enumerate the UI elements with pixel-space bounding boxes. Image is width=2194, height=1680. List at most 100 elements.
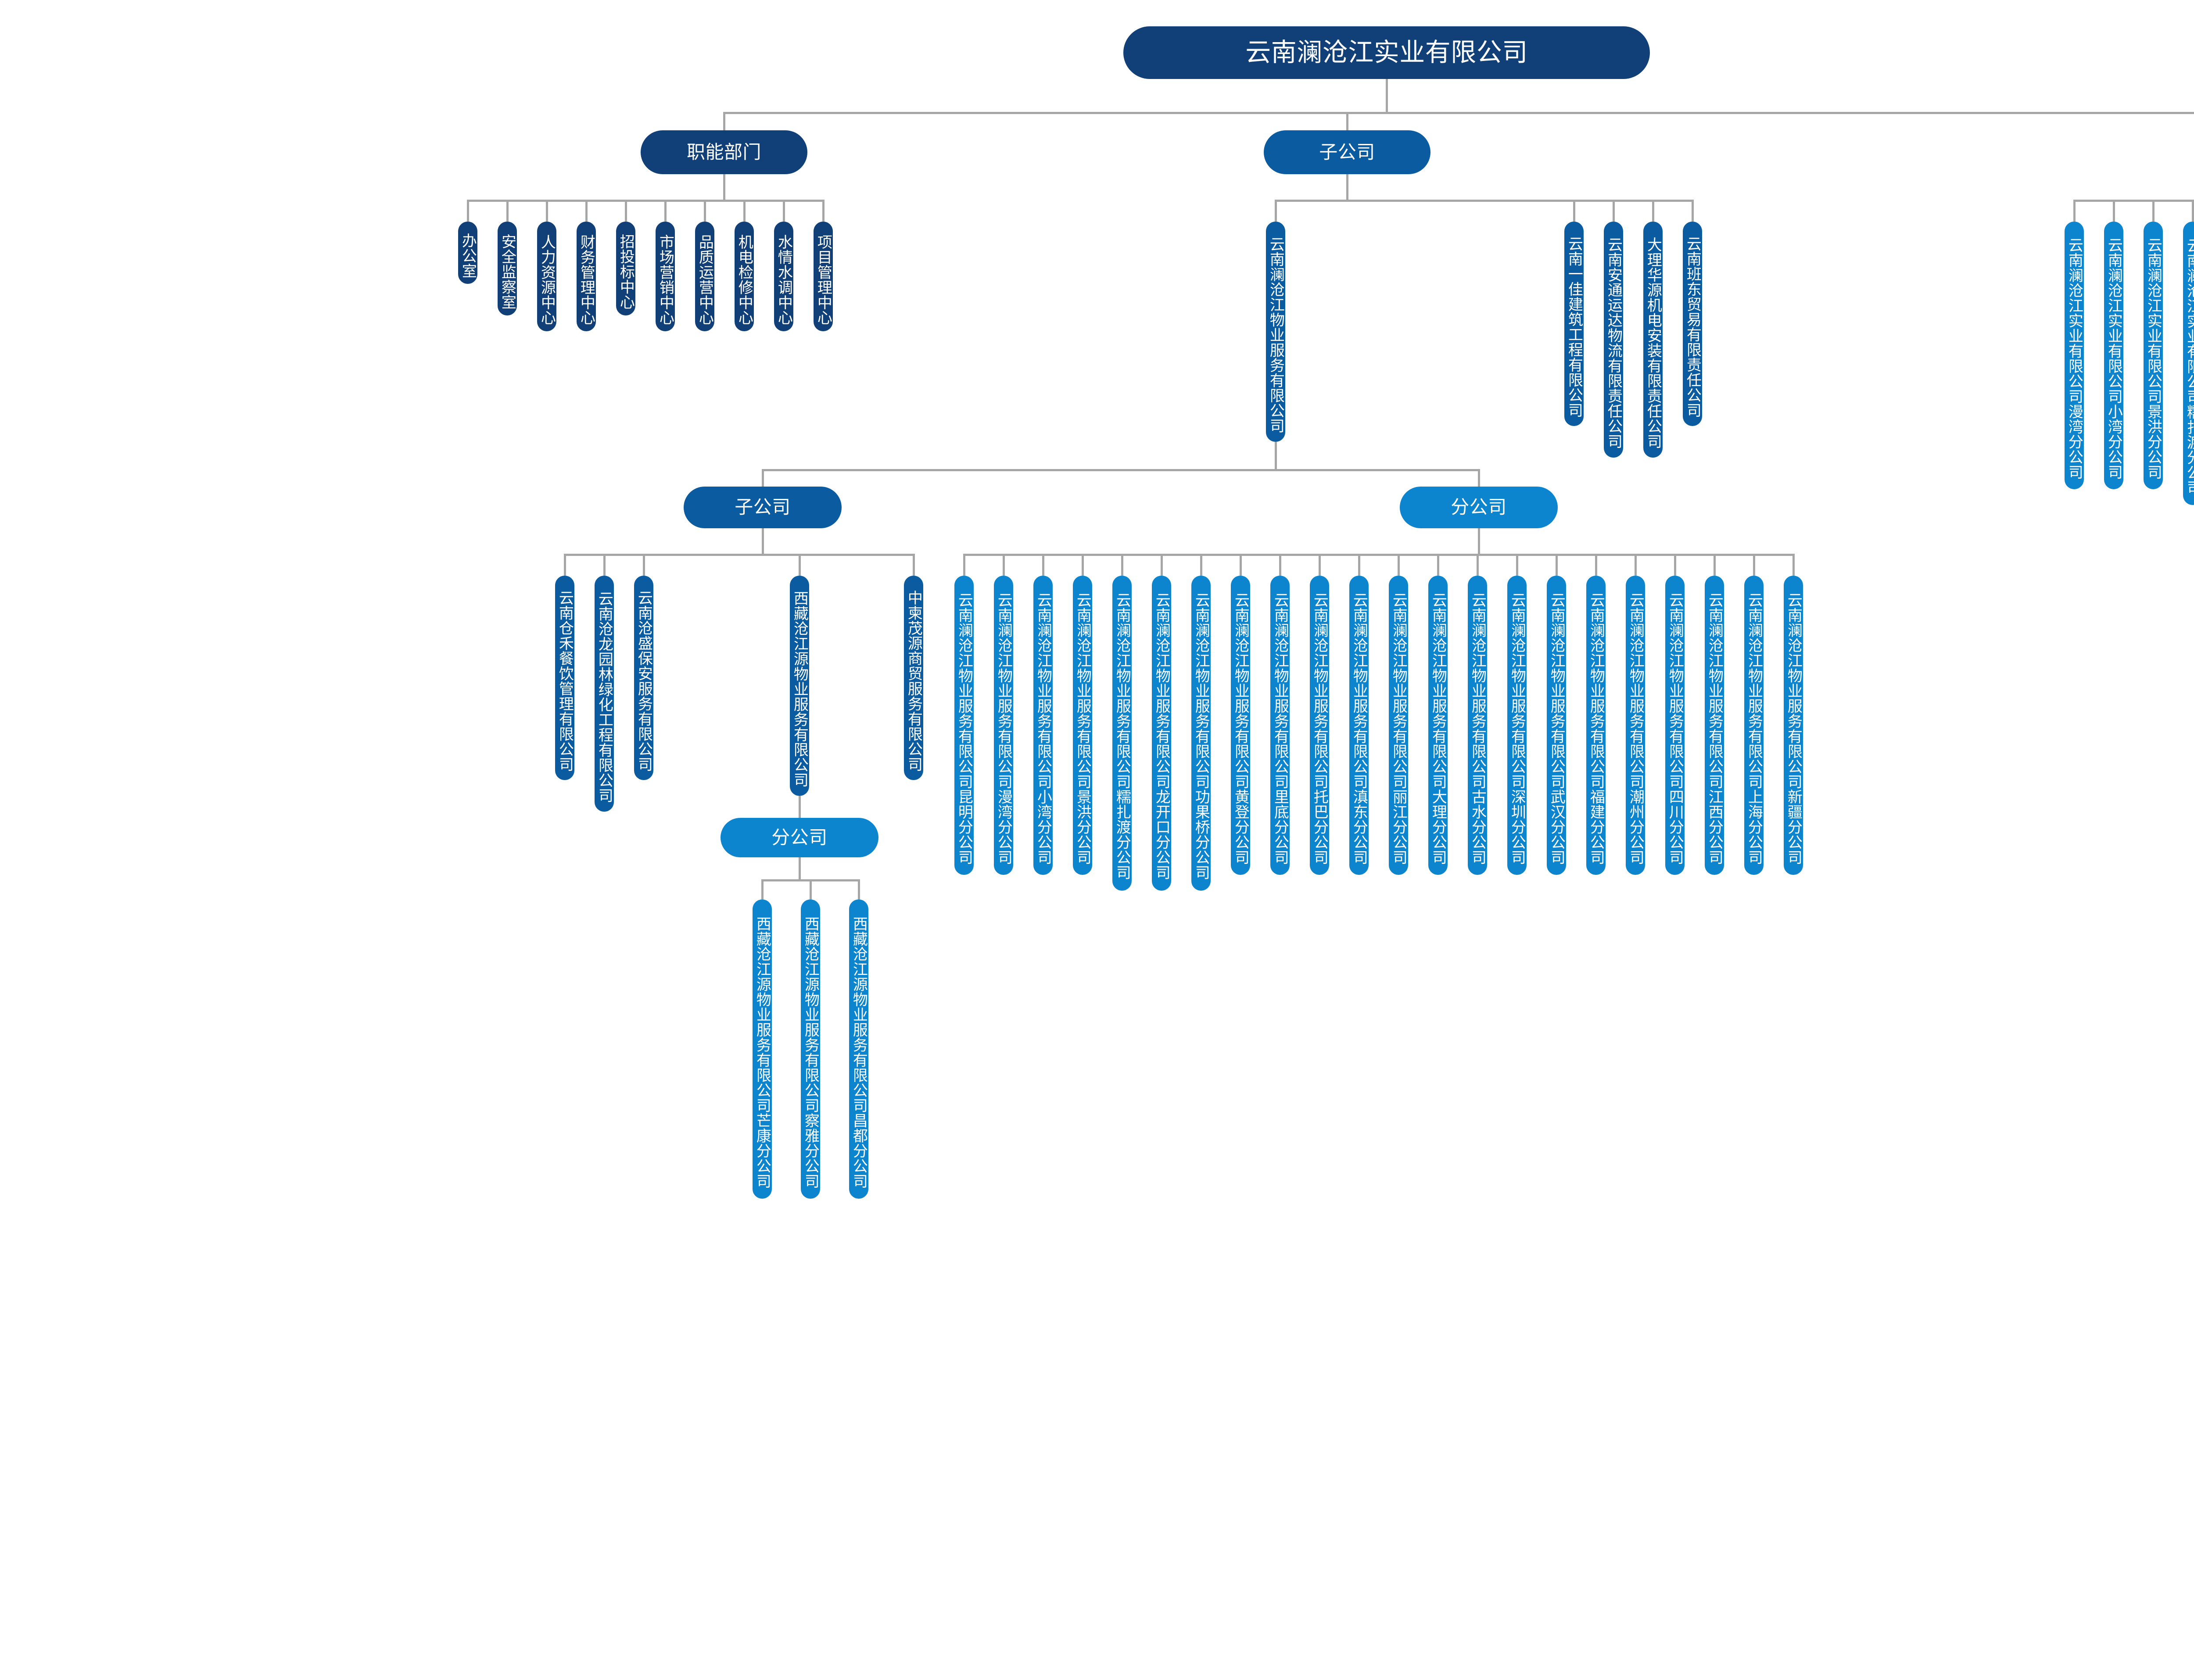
category-tibet-branch[interactable]: 分公司 <box>721 818 878 857</box>
connector-line <box>2073 200 2076 222</box>
node-label: 市场营销中心 <box>657 234 674 325</box>
connector-line <box>799 796 801 818</box>
property-branch-node-3[interactable]: 云南澜沧江物业服务有限公司景洪分公司 <box>1073 576 1092 875</box>
node-label: 云南澜沧江物业服务有限公司古水分公司 <box>1469 592 1486 865</box>
connector-line <box>810 879 812 899</box>
node-label: 中柬茂源商贸服务有限公司 <box>905 590 922 772</box>
node-label: 子公司 <box>735 497 791 518</box>
category-subsidiary[interactable]: 子公司 <box>1264 130 1430 174</box>
property-branch-node-16[interactable]: 云南澜沧江物业服务有限公司福建分公司 <box>1586 576 1606 875</box>
property-branch-node-13[interactable]: 云南澜沧江物业服务有限公司古水分公司 <box>1468 576 1487 875</box>
property-branch-node-2[interactable]: 云南澜沧江物业服务有限公司小湾分公司 <box>1033 576 1053 875</box>
functional-department-node-2[interactable]: 人力资源中心 <box>537 222 556 331</box>
root-node[interactable]: 云南澜沧江实业有限公司 <box>1123 26 1650 79</box>
subsidiary-node-3[interactable]: 大理华源机电安装有限责任公司 <box>1643 222 1663 458</box>
tibet-branch-node-0[interactable]: 西藏沧江源物业服务有限公司芒康分公司 <box>753 899 772 1199</box>
property-branch-node-9[interactable]: 云南澜沧江物业服务有限公司托巴分公司 <box>1310 576 1329 875</box>
property-branch-node-14[interactable]: 云南澜沧江物业服务有限公司深圳分公司 <box>1507 576 1527 875</box>
property-branch-node-21[interactable]: 云南澜沧江物业服务有限公司新疆分公司 <box>1784 576 1803 875</box>
property-branch-node-0[interactable]: 云南澜沧江物业服务有限公司昆明分公司 <box>954 576 974 875</box>
connector-line <box>761 879 764 899</box>
category-sub-subsidiary[interactable]: 子公司 <box>684 487 842 528</box>
category-functional[interactable]: 职能部门 <box>641 130 807 174</box>
connector-line <box>1200 554 1202 576</box>
node-label: 办公室 <box>459 233 477 279</box>
property-branch-node-10[interactable]: 云南澜沧江物业服务有限公司滇东分公司 <box>1349 576 1369 875</box>
connector-line <box>467 200 469 222</box>
property-branch-node-5[interactable]: 云南澜沧江物业服务有限公司龙开口分公司 <box>1152 576 1171 891</box>
property-subsidiary-node-1[interactable]: 云南沧龙园林绿化工程有限公司 <box>595 576 614 812</box>
branch-node-1[interactable]: 云南澜沧江实业有限公司小湾分公司 <box>2104 222 2123 489</box>
node-label: 云南澜沧江物业服务有限公司龙开口分公司 <box>1153 592 1170 880</box>
property-branch-node-20[interactable]: 云南澜沧江物业服务有限公司上海分公司 <box>1744 576 1764 875</box>
connector-line <box>585 200 588 222</box>
connector-line <box>1346 112 1348 130</box>
node-label: 云南澜沧江物业服务有限公司糯扎渡分公司 <box>1114 592 1131 880</box>
connector-line <box>858 879 860 899</box>
category-sub-branch[interactable]: 分公司 <box>1400 487 1558 528</box>
node-label: 云南澜沧江物业服务有限公司托巴分公司 <box>1311 592 1328 865</box>
tibet-branch-node-1[interactable]: 西藏沧江源物业服务有限公司察雅分公司 <box>801 899 820 1199</box>
functional-department-node-1[interactable]: 安全监察室 <box>498 222 517 315</box>
functional-department-node-6[interactable]: 品质运营中心 <box>695 222 714 331</box>
property-branch-node-19[interactable]: 云南澜沧江物业服务有限公司江西分公司 <box>1705 576 1724 875</box>
node-label: 人力资源中心 <box>538 234 556 325</box>
functional-department-node-8[interactable]: 水情水调中心 <box>774 222 793 331</box>
node-label: 云南一佳建筑工程有限公司 <box>1566 236 1583 418</box>
property-branch-node-17[interactable]: 云南澜沧江物业服务有限公司潮州分公司 <box>1626 576 1645 875</box>
property-subsidiary-node-2[interactable]: 云南沧盛保安服务有限公司 <box>634 576 653 780</box>
connector-line <box>963 554 1795 556</box>
subsidiary-node-2[interactable]: 云南安通运达物流有限责任公司 <box>1604 222 1623 458</box>
connector-line <box>564 554 566 576</box>
subsidiary-node-0[interactable]: 云南澜沧江物业服务有限公司 <box>1266 222 1285 442</box>
node-label: 云南澜沧江物业服务有限公司新疆分公司 <box>1785 592 1802 865</box>
connector-line <box>1714 554 1716 576</box>
branch-node-3[interactable]: 云南澜沧江实业有限公司糯扎渡分公司 <box>2183 222 2194 505</box>
property-subsidiary-node-3[interactable]: 西藏沧江源物业服务有限公司 <box>790 576 809 796</box>
subsidiary-node-1[interactable]: 云南一佳建筑工程有限公司 <box>1564 222 1584 426</box>
connector-line <box>1635 554 1637 576</box>
node-label: 云南澜沧江物业服务有限公司滇东分公司 <box>1351 592 1368 865</box>
property-branch-node-4[interactable]: 云南澜沧江物业服务有限公司糯扎渡分公司 <box>1112 576 1132 891</box>
connector-line <box>723 112 725 130</box>
property-branch-node-6[interactable]: 云南澜沧江物业服务有限公司功果桥分公司 <box>1191 576 1211 891</box>
connector-line <box>1516 554 1518 576</box>
property-branch-node-12[interactable]: 云南澜沧江物业服务有限公司大理分公司 <box>1428 576 1448 875</box>
connector-line <box>1478 528 1480 554</box>
node-label: 云南澜沧江物业服务有限公司福建分公司 <box>1588 592 1605 865</box>
functional-department-node-5[interactable]: 市场营销中心 <box>656 222 675 331</box>
node-label: 云南澜沧江物业服务有限公司江西分公司 <box>1706 592 1723 865</box>
node-label: 子公司 <box>1319 141 1375 162</box>
connector-line <box>1161 554 1163 576</box>
property-branch-node-7[interactable]: 云南澜沧江物业服务有限公司黄登分公司 <box>1231 576 1250 875</box>
property-branch-node-15[interactable]: 云南澜沧江物业服务有限公司武汉分公司 <box>1547 576 1566 875</box>
functional-department-node-3[interactable]: 财务管理中心 <box>577 222 596 331</box>
connector-line <box>467 200 825 202</box>
connector-line <box>643 554 645 576</box>
branch-node-2[interactable]: 云南澜沧江实业有限公司景洪分公司 <box>2144 222 2163 489</box>
functional-department-node-7[interactable]: 机电检修中心 <box>735 222 754 331</box>
property-branch-node-1[interactable]: 云南澜沧江物业服务有限公司漫湾分公司 <box>994 576 1013 875</box>
functional-department-node-4[interactable]: 招投标中心 <box>616 222 635 315</box>
property-branch-node-11[interactable]: 云南澜沧江物业服务有限公司丽江分公司 <box>1389 576 1408 875</box>
connector-line <box>1478 469 1480 487</box>
node-label: 云南澜沧江实业有限公司景洪分公司 <box>2145 237 2162 480</box>
node-label: 大理华源机电安装有限责任公司 <box>1645 236 1662 449</box>
tibet-branch-node-2[interactable]: 西藏沧江源物业服务有限公司昌都分公司 <box>849 899 868 1199</box>
connector-line <box>1275 442 1277 469</box>
property-branch-node-8[interactable]: 云南澜沧江物业服务有限公司里底分公司 <box>1270 576 1290 875</box>
node-label: 云南澜沧江实业有限公司糯扎渡分公司 <box>2184 237 2194 495</box>
property-branch-node-18[interactable]: 云南澜沧江物业服务有限公司四川分公司 <box>1665 576 1685 875</box>
subsidiary-node-4[interactable]: 云南班东贸易有限责任公司 <box>1683 222 1702 426</box>
branch-node-0[interactable]: 云南澜沧江实业有限公司漫湾分公司 <box>2065 222 2084 489</box>
functional-department-node-9[interactable]: 项目管理中心 <box>814 222 833 331</box>
node-label: 西藏沧江源物业服务有限公司芒康分公司 <box>754 916 771 1189</box>
connector-line <box>723 112 2194 114</box>
functional-department-node-0[interactable]: 办公室 <box>458 222 477 284</box>
property-subsidiary-node-4[interactable]: 中柬茂源商贸服务有限公司 <box>904 576 923 780</box>
node-label: 云南澜沧江物业服务有限公司潮州分公司 <box>1627 592 1644 865</box>
property-subsidiary-node-0[interactable]: 云南仓禾餐饮管理有限公司 <box>555 576 574 780</box>
node-label: 云南仓禾餐饮管理有限公司 <box>556 590 574 772</box>
node-label: 云南澜沧江物业服务有限公司深圳分公司 <box>1509 592 1526 865</box>
connector-line <box>1003 554 1005 576</box>
